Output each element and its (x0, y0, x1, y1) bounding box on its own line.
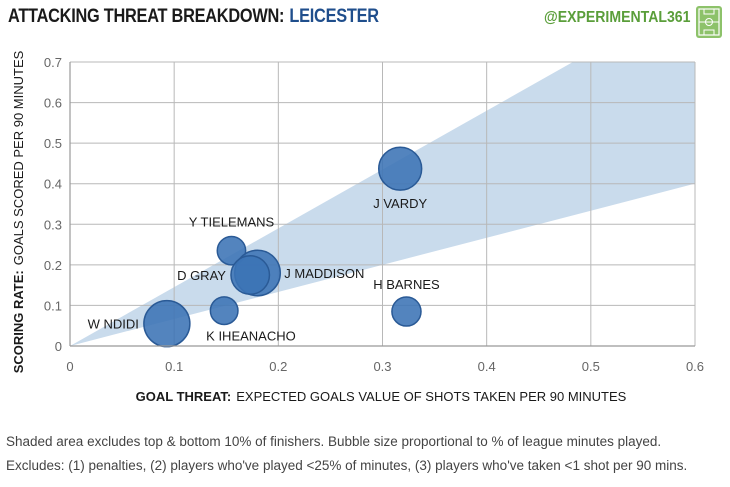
pitch-logo-icon (696, 6, 722, 38)
y-tick-label: 0.2 (44, 258, 62, 273)
bubble-y-tielemans (216, 235, 247, 266)
footnote-line-1: Shaded area excludes top & bottom 10% of… (6, 434, 662, 449)
player-label: J VARDY (373, 196, 427, 211)
title-prefix: ATTACKING THREAT BREAKDOWN: (8, 6, 285, 27)
scatter-chart: J VARDY Y TIELEMANS J MADDISON D GRAY H BARN… (11, 50, 704, 404)
x-axis-title-bold: GOAL THREAT: (136, 389, 232, 404)
title-team: LEICESTER (289, 6, 379, 27)
y-axis-title-bold: SCORING RATE: (11, 270, 26, 373)
bubble-h-barnes (391, 296, 422, 327)
bubble-d-gray (230, 255, 271, 295)
x-axis-title: GOAL THREAT: EXPECTED GOALS VALUE OF SHOT… (136, 389, 627, 404)
y-tick-label: 0 (55, 339, 62, 354)
x-tick-label: 0.6 (686, 359, 704, 374)
y-axis-title: SCORING RATE: GOALS SCORED PER 90 MINUTES (11, 50, 26, 373)
y-tick-label: 0.4 (44, 177, 62, 192)
y-tick-label: 0.3 (44, 217, 62, 232)
twitter-handle: @EXPERIMENTAL361 (543, 9, 690, 26)
y-tick-label: 0.6 (44, 96, 62, 111)
x-tick-label: 0.5 (582, 359, 600, 374)
x-axis-title-rest: EXPECTED GOALS VALUE OF SHOTS TAKEN PER … (236, 389, 626, 404)
player-label: W NDIDI (88, 317, 139, 332)
x-tick-label: 0.3 (373, 359, 391, 374)
x-tick-label: 0 (66, 359, 73, 374)
y-axis-title-rest: GOALS SCORED PER 90 MINUTES (11, 50, 26, 265)
footnote-line-2: Excludes: (1) penalties, (2) players who… (6, 458, 688, 473)
bubble-w-ndidi (143, 299, 191, 348)
y-tick-label: 0.7 (44, 55, 62, 70)
bubble-k-iheanacho (209, 296, 239, 326)
x-tick-label: 0.4 (478, 359, 496, 374)
player-label: Y TIELEMANS (189, 214, 275, 229)
y-tick-label: 0.5 (44, 136, 62, 151)
bubble-j-vardy (378, 146, 423, 191)
player-label: J MADDISON (284, 266, 364, 281)
x-tick-label: 0.1 (165, 359, 183, 374)
x-tick-label: 0.2 (269, 359, 287, 374)
player-label: H BARNES (373, 277, 440, 292)
chart-title: ATTACKING THREAT BREAKDOWN: LEICESTER (8, 6, 379, 28)
y-tick-label: 0.1 (44, 298, 62, 313)
player-label: D GRAY (177, 268, 226, 283)
player-label: K IHEANACHO (206, 329, 296, 344)
